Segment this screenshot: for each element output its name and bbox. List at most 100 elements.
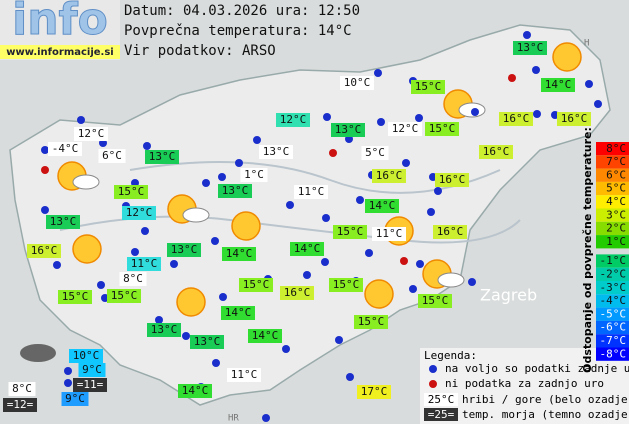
station-label: 15°C <box>118 185 145 198</box>
station-label-bg <box>372 227 406 241</box>
station-label: 12°C <box>280 113 307 126</box>
station-dot <box>182 332 190 340</box>
scale-swatch <box>596 181 629 196</box>
station-label: 8°C <box>12 382 32 395</box>
station-label-bg <box>425 122 459 136</box>
station-dot <box>409 285 417 293</box>
scale-label: -1°C <box>600 254 627 267</box>
legend-text: ni podatka za zadnjo uro <box>445 377 604 390</box>
scale-swatch <box>596 168 629 182</box>
logo-word: info <box>12 0 108 45</box>
station-label: 9°C <box>65 392 85 405</box>
scale-swatch <box>596 195 629 209</box>
station-dot <box>416 260 424 268</box>
station-label: 13°C <box>222 184 249 197</box>
station-label: 15°C <box>429 122 456 135</box>
station-label: 16°C <box>503 112 530 125</box>
station-dot <box>533 110 541 118</box>
cloud-icon <box>72 174 100 190</box>
station-label: 15°C <box>337 225 364 238</box>
station-label-bg <box>27 244 61 258</box>
station-label-bg <box>294 185 328 199</box>
legend-title: Legenda: <box>424 349 477 362</box>
place-label: HR <box>228 414 239 424</box>
station-label: 13°C <box>517 41 544 54</box>
station-dot <box>365 249 373 257</box>
legend-text: temp. morja (temno ozadje) <box>462 408 629 421</box>
station-dot-missing <box>329 149 337 157</box>
header-line: Datum: 04.03.2026 ura: 12:50 <box>124 3 360 19</box>
station-label-bg <box>354 315 388 329</box>
station-label: 14°C <box>226 247 253 260</box>
place-label: H <box>584 39 589 49</box>
station-label: 10°C <box>344 76 371 89</box>
station-label-bg <box>8 382 36 396</box>
station-label-bg <box>248 329 282 343</box>
station-label-bg <box>122 206 156 220</box>
station-dot <box>155 316 163 324</box>
station-dot <box>218 173 226 181</box>
station-label: 13°C <box>151 323 178 336</box>
station-label-bg <box>357 385 391 399</box>
station-label-bg <box>280 286 314 300</box>
cloud-icon <box>437 272 465 288</box>
scale-swatch <box>596 294 629 308</box>
station-label-bg <box>58 290 92 304</box>
station-label-bg <box>329 278 363 292</box>
station-dot <box>262 414 270 422</box>
scale-swatch <box>596 307 629 321</box>
station-dot <box>356 196 364 204</box>
sun-icon <box>176 287 206 317</box>
scale-label: -3°C <box>600 281 627 294</box>
station-label-bg <box>372 169 406 183</box>
station-dot <box>170 260 178 268</box>
station-dot <box>434 187 442 195</box>
station-label-bg <box>499 112 533 126</box>
scale-title: Odstopanje od povprečne temperature: <box>581 127 594 373</box>
station-label-bg <box>276 113 310 127</box>
scale-label: -8°C <box>600 347 627 360</box>
place-label: Zagreb <box>480 286 537 305</box>
station-label-bg <box>74 127 108 141</box>
logo-url: www.informacije.si <box>6 47 114 58</box>
station-label: 14°C <box>252 329 279 342</box>
station-label-bg <box>365 199 399 213</box>
scale-label: 3°C <box>606 208 626 221</box>
legend-dot <box>429 365 437 373</box>
station-label-bg <box>222 247 256 261</box>
station-label: 16°C <box>483 145 510 158</box>
station-label-bg <box>479 145 513 159</box>
station-label: =12= <box>7 398 34 411</box>
sun-icon <box>364 279 394 309</box>
station-dot <box>374 69 382 77</box>
cloud-icon <box>182 207 210 223</box>
station-label: 15°C <box>111 289 138 302</box>
scale-swatch <box>596 267 629 281</box>
sun-icon <box>231 211 261 241</box>
station-label: 11°C <box>131 257 158 270</box>
station-label-bg <box>107 289 141 303</box>
station-label: 12°C <box>392 122 419 135</box>
station-label: 8°C <box>123 272 143 285</box>
sun-icon <box>552 42 582 72</box>
station-label: =11= <box>77 378 104 391</box>
station-dot <box>97 281 105 289</box>
scale-label: -5°C <box>600 307 627 320</box>
station-dot <box>131 248 139 256</box>
station-dot-missing <box>400 257 408 265</box>
station-label-bg <box>541 78 575 92</box>
station-dot-missing <box>508 74 516 82</box>
station-label: 14°C <box>294 242 321 255</box>
station-label: 17°C <box>361 385 388 398</box>
scale-label: 5°C <box>606 182 626 195</box>
scale-swatch <box>596 155 629 169</box>
station-label: 12°C <box>78 127 105 140</box>
scale-swatch <box>596 142 629 156</box>
station-label-bg <box>418 294 452 308</box>
scale-label: -4°C <box>600 294 627 307</box>
station-label: 15°C <box>358 315 385 328</box>
scale-label: -2°C <box>600 268 627 281</box>
station-label: 14°C <box>182 384 209 397</box>
scale-label: -6°C <box>600 321 627 334</box>
